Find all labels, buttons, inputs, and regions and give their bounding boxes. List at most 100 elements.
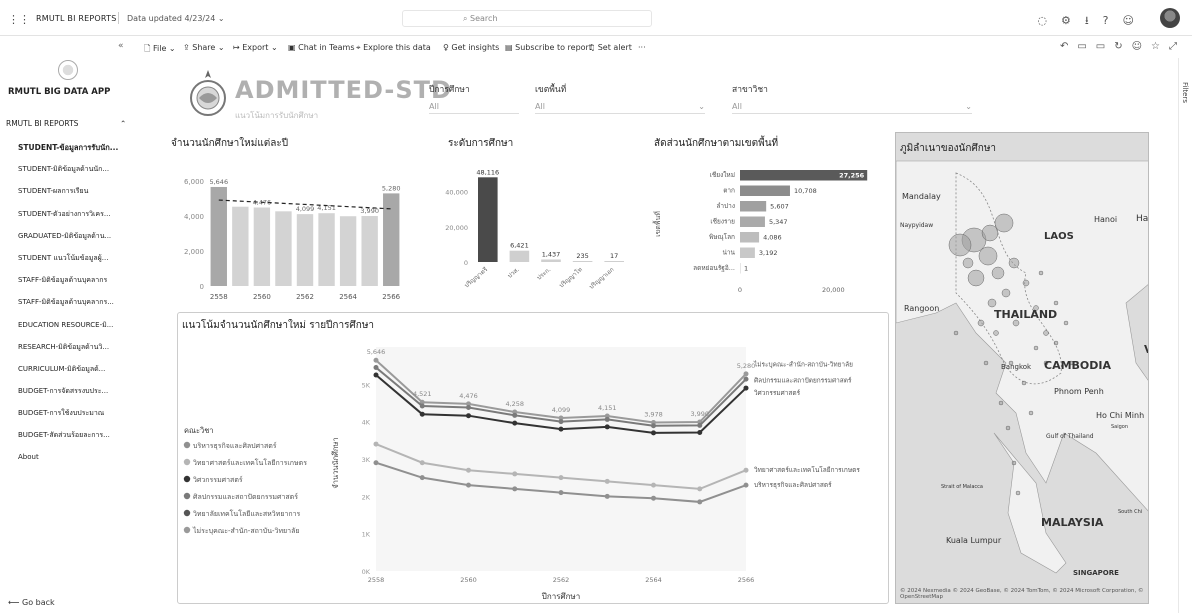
x-tick-label: 2558 bbox=[368, 576, 385, 584]
trend-card: แนวโน้มจำนวนนักศึกษาใหม่ รายปีการศึกษา 0… bbox=[177, 312, 889, 604]
go-back-button[interactable]: ⟵ Go back bbox=[8, 598, 55, 607]
point-label: 5,646 bbox=[367, 348, 386, 356]
student-density-marker bbox=[1034, 346, 1038, 350]
series-point bbox=[466, 413, 471, 418]
x-tick-label: 2566 bbox=[382, 293, 400, 301]
collapse-nav-icon[interactable]: « bbox=[118, 41, 124, 51]
map-place-label: Hai bbox=[1136, 214, 1149, 224]
data-label: 1,437 bbox=[542, 250, 561, 258]
category-label: ลดหย่อนรัฐอิ... bbox=[693, 264, 735, 272]
student-density-marker bbox=[982, 225, 998, 241]
more-options-button[interactable]: ··· bbox=[638, 43, 646, 52]
year-slicer[interactable]: ปีการศึกษา All bbox=[429, 82, 519, 96]
bar bbox=[740, 263, 741, 274]
sidebar-item[interactable]: STUDENT แนวโน้มข้อมูลผู้... bbox=[18, 253, 134, 275]
app-title[interactable]: RMUTL BI REPORTS bbox=[36, 14, 116, 23]
map-place-label: Hanoi bbox=[1094, 215, 1117, 224]
sidebar-item[interactable]: EDUCATION RESOURCE-มิ... bbox=[18, 320, 134, 342]
export-menu[interactable]: ↦ Export ⌄ bbox=[233, 43, 278, 52]
map-canvas[interactable]: Mandalay LAOS Hanoi Naypyidaw Rangoon THAILAN… bbox=[896, 133, 1149, 604]
x-tick-label: 2564 bbox=[339, 293, 357, 301]
sidebar-item[interactable]: BUDGET-การจัดสรรงบประ... bbox=[18, 386, 134, 408]
sidebar-item[interactable]: BUDGET-สัดส่วนร้อยละการ... bbox=[18, 430, 134, 452]
data-label: 5,347 bbox=[769, 218, 788, 226]
search-box[interactable]: ⌕ Search bbox=[402, 10, 652, 27]
toolbar-right-icons[interactable]: ↶▭▭↻☺☆⤢ bbox=[1060, 41, 1186, 52]
y-tick-label: 2K bbox=[362, 493, 371, 501]
sidebar-item[interactable]: STUDENT-มิติข้อมูลด้านนัก... bbox=[18, 164, 134, 186]
sidebar-item[interactable]: BUDGET-การใช้งบประมาณ bbox=[18, 408, 134, 430]
map-place-label: Rangoon bbox=[904, 304, 939, 313]
app-launcher-icon[interactable]: ⋮⋮ bbox=[8, 13, 30, 26]
sidebar-item[interactable]: CURRICULUM-มิติข้อมูลด้... bbox=[18, 364, 134, 386]
student-density-marker bbox=[1029, 411, 1033, 415]
file-menu[interactable]: 🗋 File ⌄ bbox=[144, 43, 176, 57]
student-density-marker bbox=[979, 247, 997, 265]
map-place-label: Ho Chi Minh bbox=[1096, 411, 1144, 420]
trend-line-chart[interactable]: 0K 1K 2K 3K 4K 5K จำนวนนักศึกษา 2558 2560 2562 256… bbox=[178, 333, 888, 603]
sidebar-item[interactable]: STUDENT-ผลการเรียน bbox=[18, 186, 134, 208]
map-place-label: SINGAPORE bbox=[1073, 569, 1119, 577]
data-label: 235 bbox=[576, 252, 588, 260]
series-point bbox=[466, 483, 471, 488]
student-density-marker bbox=[1039, 271, 1043, 275]
series-point bbox=[744, 483, 749, 488]
sidebar-item[interactable]: About bbox=[18, 453, 134, 475]
sidebar-item[interactable]: STAFF-มิติข้อมูลด้านบุคลากร bbox=[18, 275, 134, 297]
sidebar-item[interactable]: STAFF-มิติข้อมูลด้านบุคลากร... bbox=[18, 297, 134, 319]
student-density-marker bbox=[988, 299, 996, 307]
category-label: พิษณุโลก bbox=[709, 233, 735, 241]
series-point bbox=[512, 421, 517, 426]
x-axis-title: ปีการศึกษา bbox=[541, 592, 580, 601]
student-density-marker bbox=[1054, 341, 1058, 345]
get-insights-button[interactable]: ♀ Get insights bbox=[443, 43, 499, 52]
y-tick-label: 6,000 bbox=[184, 178, 204, 186]
chat-in-teams-button[interactable]: ▣ Chat in Teams bbox=[288, 43, 355, 52]
series-point bbox=[651, 483, 656, 488]
student-density-marker bbox=[968, 270, 984, 286]
sidebar-item[interactable]: RESEARCH-มิติข้อมูลด้านวิ... bbox=[18, 342, 134, 364]
student-density-marker bbox=[1064, 321, 1068, 325]
bar bbox=[361, 216, 377, 286]
x-tick-label: ปริญญาเอก bbox=[588, 266, 616, 291]
sidebar-section[interactable]: RMUTL BI REPORTS ⌃ bbox=[6, 119, 78, 128]
bar bbox=[254, 207, 270, 286]
series-point bbox=[605, 424, 610, 429]
area-slicer[interactable]: เขตพื้นที่ All ⌄ bbox=[535, 82, 705, 96]
map-place-label: MALAYSIA bbox=[1041, 516, 1104, 529]
share-menu[interactable]: ⇪ Share ⌄ bbox=[183, 43, 225, 52]
legend-label: วิศวกรรมศาสตร์ bbox=[193, 476, 243, 484]
sidebar-item[interactable]: STUDENT-ข้อมูลการรับนัก... bbox=[18, 142, 134, 164]
area-bar-chart[interactable]: เขตพื้นที่ เชียงใหม่ 27,256 ตาก 10,708 ลำปาง 5… bbox=[648, 154, 888, 304]
program-slicer[interactable]: สาขาวิชา All ⌄ bbox=[732, 82, 972, 96]
sidebar-item[interactable]: STUDENT-ตัวอย่างการวิเคร... bbox=[18, 209, 134, 231]
set-alert-button[interactable]: ♫ Set alert bbox=[588, 43, 632, 52]
chevron-down-icon: ⌄ bbox=[698, 102, 705, 111]
legend-marker bbox=[184, 510, 190, 516]
subscribe-button[interactable]: ▤ Subscribe to report bbox=[505, 43, 592, 52]
series-point bbox=[605, 494, 610, 499]
bar bbox=[541, 259, 561, 262]
student-density-marker bbox=[994, 331, 999, 336]
data-updated-dropdown[interactable]: Data updated 4/23/24 ⌄ bbox=[127, 14, 225, 23]
filters-pane[interactable]: Filters bbox=[1178, 58, 1192, 613]
point-label: 4,151 bbox=[598, 404, 617, 412]
student-density-marker bbox=[995, 214, 1013, 232]
avatar[interactable] bbox=[1160, 8, 1180, 28]
yearly-bar-chart[interactable]: 02,0004,0006,0005,6464,4764,0994,1513,99… bbox=[170, 154, 410, 304]
series-point bbox=[420, 403, 425, 408]
top-bar: ⋮⋮ RMUTL BI REPORTS Data updated 4/23/24… bbox=[0, 0, 1192, 36]
series-point bbox=[374, 460, 379, 465]
sidebar-item[interactable]: GRADUATED-มิติข้อมูลด้าน... bbox=[18, 231, 134, 253]
student-density-marker bbox=[999, 401, 1003, 405]
explore-data-button[interactable]: ⌖ Explore this data bbox=[356, 43, 431, 53]
topbar-icons[interactable]: ◌⚙⭳?☺ bbox=[1037, 12, 1148, 31]
map-place-label: Phnom Penh bbox=[1054, 387, 1104, 396]
x-tick-label: 2562 bbox=[553, 576, 570, 584]
legend-marker bbox=[184, 476, 190, 482]
plot-area bbox=[376, 347, 746, 571]
yearly-chart-title: จำนวนนักศึกษาใหม่แต่ละปี bbox=[171, 136, 288, 151]
level-bar-chart[interactable]: 0 20,000 40,000 48,116 ปริญญาตรี 6,421 ปวส. 1,4… bbox=[438, 154, 638, 304]
student-origin-map[interactable]: ภูมิลำเนาของนักศึกษา Mandalay LAOS Hanoi Na… bbox=[895, 132, 1149, 604]
legend-label: ไม่ระบุคณะ-สำนัก-สถาบัน-วิทยาลัย bbox=[192, 526, 299, 535]
